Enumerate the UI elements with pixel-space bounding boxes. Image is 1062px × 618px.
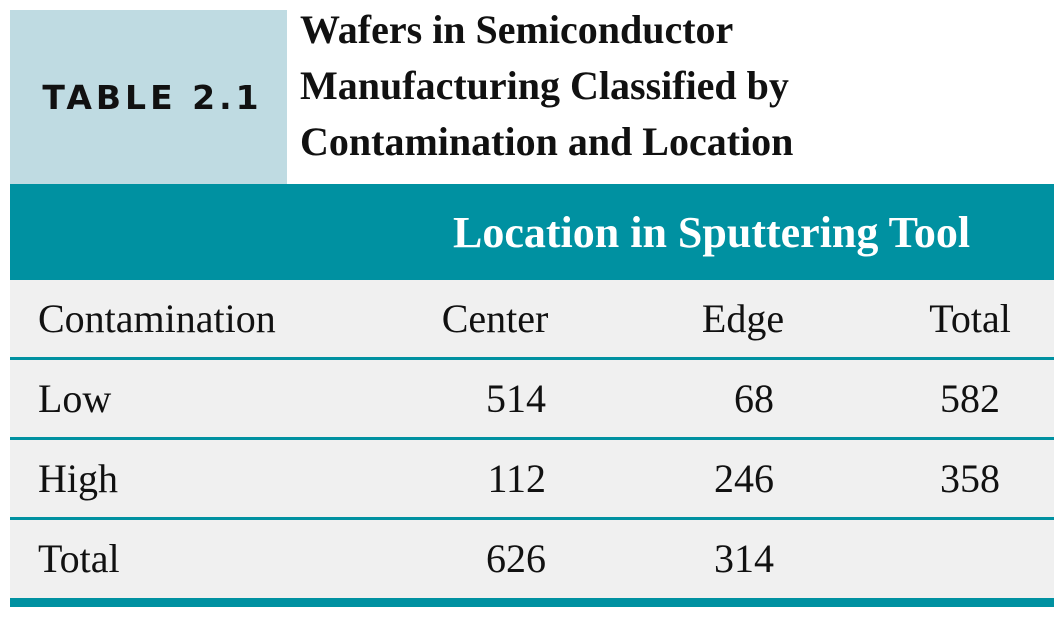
spanning-header-band: Location in Sputtering Tool [10, 184, 1054, 280]
spanning-header: Location in Sputtering Tool [453, 207, 971, 257]
total-value: 358 [940, 456, 1000, 501]
center-value: 626 [486, 536, 546, 581]
row-divider [10, 517, 1054, 520]
table-row: Total 626 314 [10, 520, 1054, 597]
table-label-box: TABLE 2.1 [10, 10, 287, 184]
center-value: 112 [487, 456, 546, 501]
total-value [910, 520, 1000, 597]
column-header-contamination: Contamination [38, 296, 276, 341]
center-value: 514 [486, 376, 546, 421]
row-label: Low [38, 376, 112, 421]
table-title: Wafers in Semiconductor Manufacturing Cl… [300, 2, 1040, 170]
data-table: Contamination Center Edge Total Low 514 … [10, 280, 1054, 600]
total-value: 582 [940, 376, 1000, 421]
row-divider [10, 437, 1054, 440]
column-header-row: Contamination Center Edge Total [10, 280, 1054, 357]
table-row: High 112 246 358 [10, 440, 1054, 517]
row-divider [10, 357, 1054, 360]
title-line: Manufacturing Classified by [300, 63, 789, 108]
row-label: High [38, 456, 118, 501]
table-bottom-rule [10, 598, 1054, 607]
row-label: Total [38, 536, 120, 581]
column-header-total: Total [929, 296, 1011, 341]
edge-value: 68 [734, 376, 774, 421]
column-header-edge: Edge [701, 296, 785, 341]
table-label: TABLE 2.1 [42, 77, 263, 117]
title-line: Contamination and Location [300, 119, 794, 164]
column-header-center: Center [441, 296, 549, 341]
edge-value: 246 [714, 456, 774, 501]
edge-value: 314 [714, 536, 774, 581]
title-line: Wafers in Semiconductor [300, 7, 734, 52]
table-row: Low 514 68 582 [10, 360, 1054, 437]
